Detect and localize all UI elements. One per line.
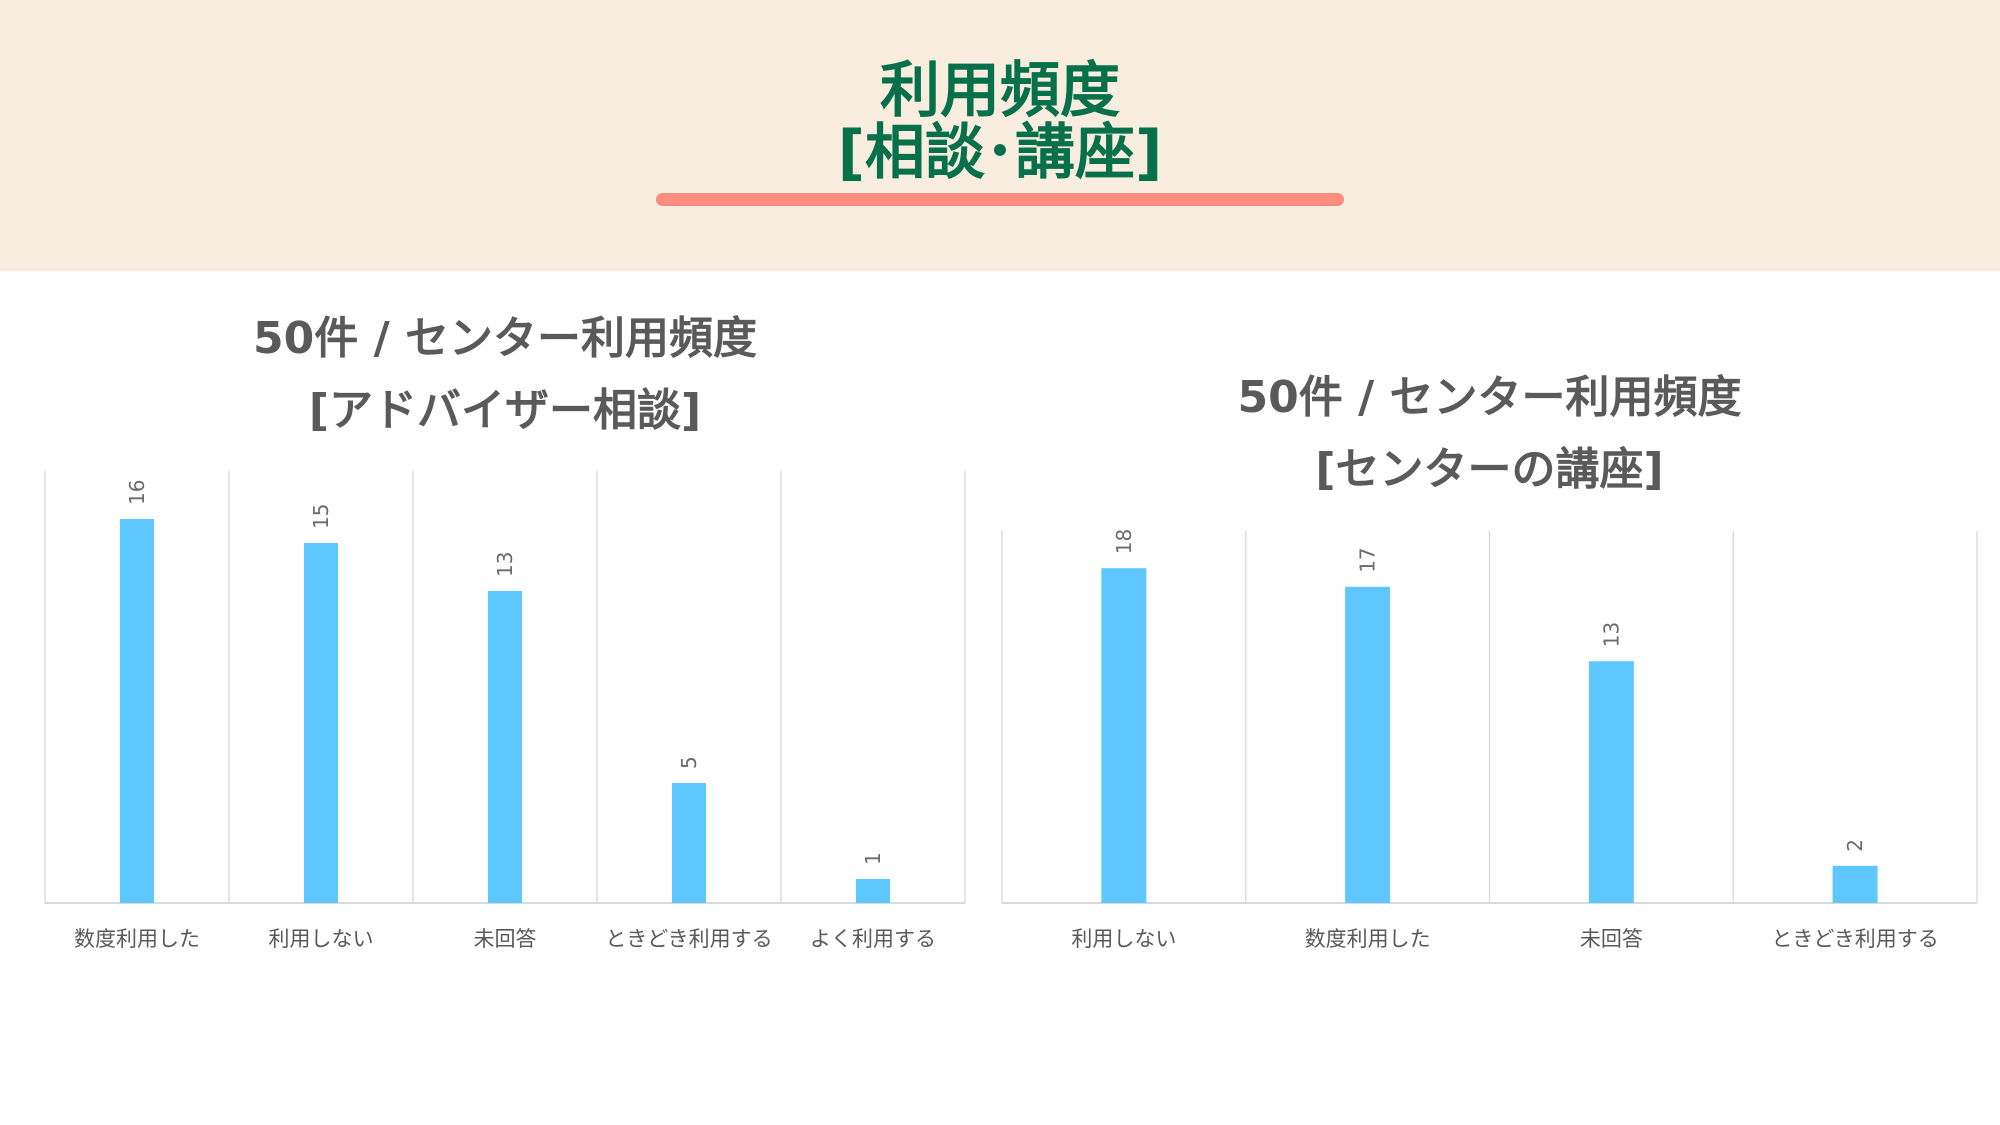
- chart1-bar: [856, 879, 890, 903]
- chart2-data-label: 17: [1356, 547, 1380, 572]
- page-title-line2: [相談･講座]: [837, 118, 1163, 188]
- chart1-data-label: 13: [493, 552, 517, 577]
- chart2-data-label: 13: [1599, 622, 1623, 647]
- page-title-line1: 利用頻度: [880, 56, 1120, 126]
- chart1-title-line1: 50件 / センター利用頻度: [253, 313, 757, 364]
- chart1-data-label: 16: [125, 480, 149, 505]
- chart1-category-label: 未回答: [474, 927, 537, 951]
- title-underline: [656, 193, 1344, 206]
- chart2-category-label: 数度利用した: [1305, 927, 1431, 951]
- chart1-bar: [120, 519, 154, 903]
- chart2-data-label: 18: [1112, 529, 1136, 554]
- chart2-bar: [1101, 568, 1147, 903]
- chart2-data-label: 2: [1843, 839, 1867, 852]
- chart1-data-label: 15: [309, 504, 333, 529]
- chart2-category-label: 未回答: [1580, 927, 1643, 951]
- header-banner: 利用頻度 [相談･講座]: [0, 0, 2000, 271]
- chart1-data-label: 5: [677, 756, 701, 769]
- chart1-category-label: よく利用する: [810, 927, 936, 951]
- chart1-category-label: 数度利用した: [74, 927, 200, 951]
- chart2-title: 50件 / センター利用頻度 [センターの講座]: [1002, 362, 1977, 506]
- chart1-bar: [488, 591, 522, 903]
- chart1-title-line2: [アドバイザー相談]: [308, 385, 702, 436]
- chart2-category-label: 利用しない: [1071, 927, 1176, 951]
- chart2-bar: [1345, 586, 1391, 903]
- chart2-bar: [1832, 865, 1878, 903]
- chart1-data-label: 1: [861, 852, 885, 865]
- chart1-bar: [672, 783, 706, 903]
- chart2-category-label: ときどき利用する: [1771, 927, 1938, 951]
- chart1-bar: [304, 543, 338, 903]
- chart2-title-line1: 50件 / センター利用頻度: [1237, 372, 1742, 423]
- chart1-title: 50件 / センター利用頻度 [アドバイザー相談]: [45, 303, 965, 447]
- chart1-category-label: ときどき利用する: [605, 927, 772, 951]
- chart1-category-label: 利用しない: [269, 927, 374, 951]
- chart2-bar: [1588, 661, 1634, 903]
- chart2-title-line2: [センターの講座]: [1315, 444, 1664, 495]
